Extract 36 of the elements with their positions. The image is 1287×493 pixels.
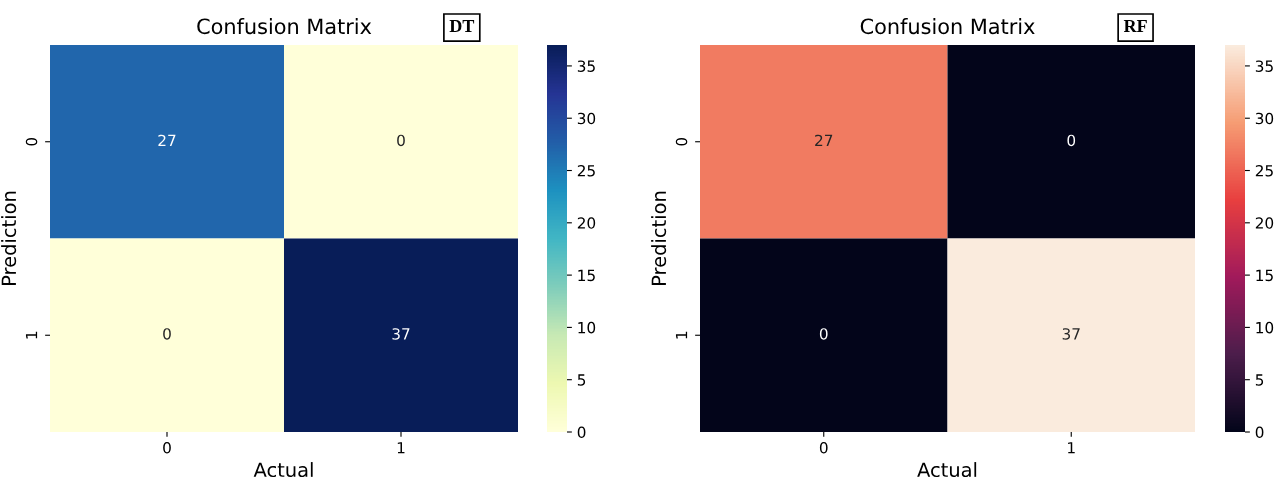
data-label: 37: [392, 328, 410, 340]
x-axis-title: Actual: [253, 462, 313, 478]
x-tick-label: 0: [819, 441, 828, 454]
color-bar-label: 0: [1255, 426, 1264, 439]
y-axis-title: Prediction: [1, 191, 17, 285]
color-bar-label: 35: [1255, 60, 1273, 72]
x-tick-label: 1: [1068, 442, 1075, 454]
text: RF: [1123, 20, 1147, 32]
data-label: 0: [397, 134, 405, 147]
color-bar-label: 20: [1255, 217, 1274, 229]
color-bar-label: 5: [1255, 374, 1264, 386]
text: DT: [449, 20, 475, 32]
data-label: 27: [815, 134, 833, 146]
color-bar-label: 20: [577, 217, 596, 229]
color-bar-label: 15: [1256, 269, 1273, 282]
data-label: 37: [1062, 328, 1080, 340]
color-bar-label: 10: [1256, 321, 1274, 334]
color-bar-label: 35: [577, 60, 595, 72]
color-bar-label: 10: [578, 321, 596, 334]
chart-title: Confusion Matrix: [860, 18, 1035, 35]
data-label: 0: [819, 328, 828, 340]
data-label: 0: [1067, 134, 1076, 147]
color-bar-label: 25: [1255, 164, 1273, 177]
chart-title: Confusion Matrix: [197, 18, 372, 35]
x-tick-label: 1: [397, 442, 405, 454]
x-tick-label: 0: [163, 441, 171, 454]
y-axis-title: Prediction: [651, 191, 667, 285]
color-bar-label: 5: [577, 374, 586, 386]
data-label: 0: [163, 328, 171, 340]
x-axis-title: Actual: [917, 462, 977, 478]
color-bar-label: 15: [578, 269, 595, 282]
data-label: 27: [158, 134, 176, 146]
color-bar-label: 30: [1255, 112, 1274, 125]
color-bar-label: 25: [577, 164, 595, 177]
color-bar-label: 30: [577, 112, 596, 125]
color-bar-label: 0: [577, 426, 586, 439]
